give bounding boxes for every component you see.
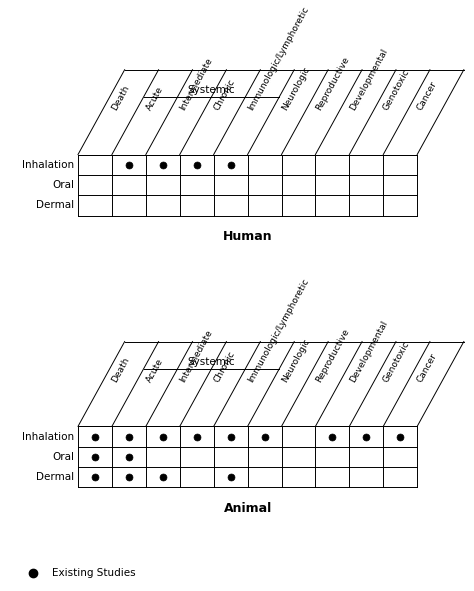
Text: Developmental: Developmental: [348, 319, 389, 384]
Text: Cancer: Cancer: [416, 80, 439, 112]
Text: Acute: Acute: [144, 357, 165, 384]
Text: Immunologic/Lymphoretic: Immunologic/Lymphoretic: [246, 277, 310, 384]
Text: Inhalation: Inhalation: [22, 160, 74, 170]
Text: Immunologic/Lymphoretic: Immunologic/Lymphoretic: [246, 5, 310, 112]
Text: Death: Death: [110, 356, 131, 384]
Text: Animal: Animal: [223, 502, 272, 515]
Text: Oral: Oral: [52, 180, 74, 190]
Text: Neurologic: Neurologic: [280, 337, 311, 384]
Text: Developmental: Developmental: [348, 47, 389, 112]
Text: Genotoxic: Genotoxic: [382, 68, 412, 112]
Text: Death: Death: [110, 84, 131, 112]
Text: Reproductive: Reproductive: [314, 55, 351, 112]
Text: Systemic: Systemic: [188, 358, 235, 368]
Text: Systemic: Systemic: [188, 86, 235, 96]
Text: Human: Human: [223, 230, 273, 243]
Text: Neurologic: Neurologic: [280, 65, 311, 112]
Text: Chronic: Chronic: [212, 77, 237, 112]
Text: Dermal: Dermal: [36, 472, 74, 482]
Text: Dermal: Dermal: [36, 200, 74, 210]
Text: Existing Studies: Existing Studies: [52, 569, 136, 578]
Text: Reproductive: Reproductive: [314, 327, 351, 384]
Text: Genotoxic: Genotoxic: [382, 340, 412, 384]
Text: Oral: Oral: [52, 452, 74, 462]
Text: Inhalation: Inhalation: [22, 431, 74, 441]
Text: Acute: Acute: [144, 85, 165, 112]
Text: Intermediate: Intermediate: [178, 56, 214, 112]
Text: Intermediate: Intermediate: [178, 328, 214, 384]
Text: Chronic: Chronic: [212, 349, 237, 384]
Text: Cancer: Cancer: [416, 352, 439, 384]
